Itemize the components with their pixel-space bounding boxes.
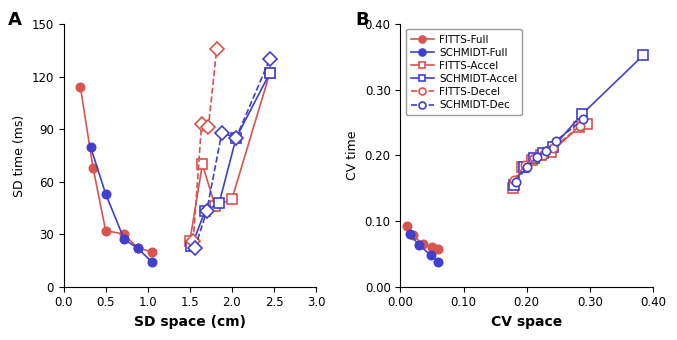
Y-axis label: CV time: CV time bbox=[346, 131, 359, 180]
Legend: FITTS-Full, SCHMIDT-Full, FITTS-Accel, SCHMIDT-Accel, FITTS-Decel, SCHMIDT-Dec: FITTS-Full, SCHMIDT-Full, FITTS-Accel, S… bbox=[406, 29, 523, 116]
X-axis label: SD space (cm): SD space (cm) bbox=[134, 315, 246, 329]
X-axis label: CV space: CV space bbox=[491, 315, 563, 329]
Text: B: B bbox=[355, 11, 368, 29]
Text: A: A bbox=[8, 11, 22, 29]
Y-axis label: SD time (ms): SD time (ms) bbox=[13, 114, 26, 197]
